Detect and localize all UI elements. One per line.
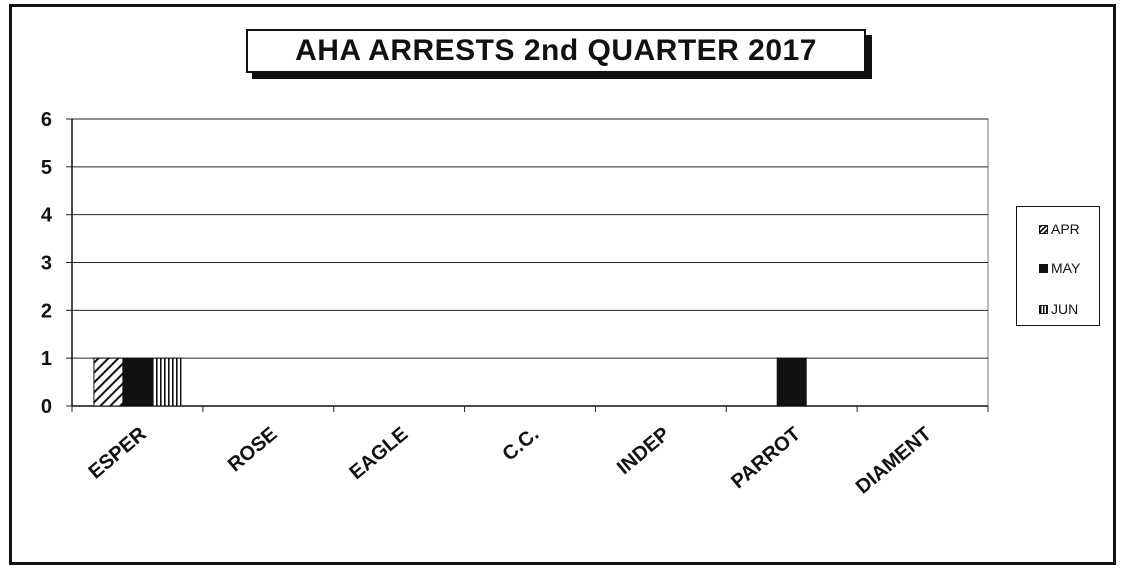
y-tick-label: 1 — [41, 348, 52, 370]
y-tick-label: 4 — [41, 205, 53, 227]
legend-item-may: MAY — [1039, 260, 1080, 276]
chart-title-box: AHA ARRESTS 2nd QUARTER 2017 — [246, 29, 866, 73]
plot-area: 0 1 2 3 4 5 6 ESPER ROSE EAGLE C.C. INDEP PARROT DIAM… — [41, 109, 989, 498]
legend-swatch-apr — [1039, 224, 1048, 234]
bar-jun — [151, 357, 182, 407]
legend-item-jun: JUN — [1039, 301, 1078, 317]
y-tick-label: 6 — [41, 109, 52, 131]
y-tick-label: 5 — [41, 157, 52, 179]
legend-label-jun: JUN — [1051, 301, 1079, 317]
x-tick-label: PARROT — [727, 423, 805, 493]
x-tick-label: INDEP — [613, 423, 674, 479]
legend-swatch-may — [1039, 263, 1048, 273]
x-tick-label: C.C. — [498, 423, 543, 466]
x-tick-label: EAGLE — [345, 423, 412, 484]
bar-apr — [93, 357, 124, 407]
y-tick-label: 2 — [41, 300, 52, 322]
legend-label-may: MAY — [1051, 260, 1081, 276]
legend-label-apr: APR — [1051, 221, 1080, 237]
y-tick-label: 3 — [41, 253, 52, 275]
x-tick-label: ROSE — [224, 423, 282, 476]
legend-swatch-jun — [1039, 304, 1048, 314]
chart-title: AHA ARRESTS 2nd QUARTER 2017 — [295, 34, 817, 67]
bar-may — [776, 357, 807, 407]
legend: APR MAY JUN — [1016, 206, 1100, 326]
x-tick-label: ESPER — [85, 423, 152, 484]
bar-may — [122, 357, 153, 407]
y-tick-label: 0 — [41, 396, 52, 418]
legend-item-apr: APR — [1039, 221, 1080, 237]
x-tick-label: DIAMENT — [852, 423, 936, 498]
